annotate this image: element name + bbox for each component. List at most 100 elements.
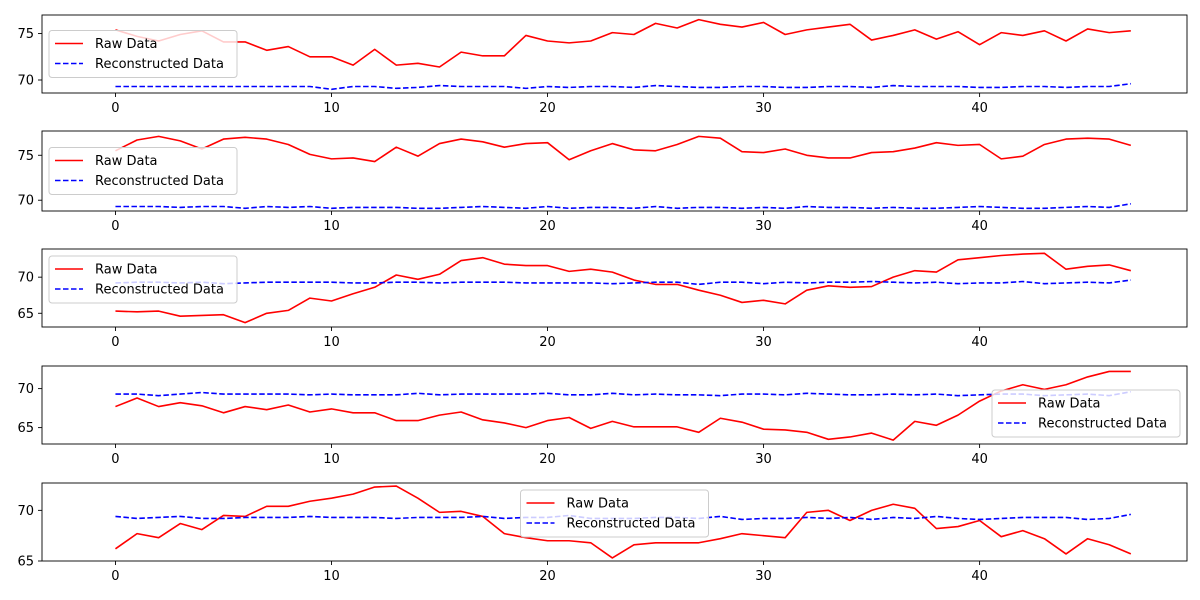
series-line-reconstructed-data — [115, 82, 1131, 91]
data-point — [309, 281, 311, 283]
data-point — [568, 87, 570, 89]
data-point — [612, 207, 614, 209]
legend: Raw Data Reconstructed Data — [48, 147, 238, 195]
data-point — [957, 207, 959, 209]
data-point — [763, 152, 765, 154]
data-point — [287, 404, 289, 406]
data-point — [806, 29, 808, 31]
data-point — [287, 86, 289, 88]
data-point — [439, 66, 441, 68]
data-point — [504, 533, 506, 535]
data-point — [568, 271, 570, 273]
data-point — [1130, 270, 1132, 272]
data-point — [482, 257, 484, 259]
x-tick-label: 40 — [971, 335, 988, 350]
data-point — [979, 394, 981, 396]
data-point — [460, 138, 462, 140]
data-point — [309, 297, 311, 299]
data-point — [698, 542, 700, 544]
data-point — [633, 426, 635, 428]
data-point — [590, 268, 592, 270]
data-point — [698, 284, 700, 286]
data-point — [849, 157, 851, 159]
data-point — [417, 281, 419, 283]
data-point — [460, 51, 462, 53]
data-point — [957, 395, 959, 397]
legend: Raw Data Reconstructed Data — [48, 255, 238, 304]
series-line-raw-data — [115, 252, 1132, 324]
x-tick-label: 20 — [539, 219, 556, 234]
data-point — [396, 146, 398, 148]
data-point — [1022, 86, 1024, 88]
data-point — [417, 155, 419, 157]
data-point — [287, 46, 289, 48]
axes-frame — [41, 365, 1188, 445]
data-point — [547, 86, 549, 88]
data-point — [1130, 145, 1132, 147]
data-point — [720, 281, 722, 283]
data-point — [115, 516, 117, 518]
legend-box — [520, 489, 709, 538]
data-point — [158, 136, 160, 138]
data-point — [784, 303, 786, 305]
data-point — [914, 518, 916, 520]
data-point — [914, 208, 916, 210]
data-point — [1130, 30, 1132, 32]
data-point — [179, 207, 181, 209]
data-point — [1087, 519, 1089, 521]
data-point — [1108, 518, 1110, 520]
data-point — [309, 516, 311, 518]
data-point — [1044, 283, 1046, 285]
data-point — [979, 87, 981, 89]
y-tick-label: 65 — [17, 307, 34, 322]
data-point — [892, 281, 894, 283]
data-point — [374, 412, 376, 414]
series-line-raw-data — [115, 135, 1132, 163]
data-point — [309, 394, 311, 396]
data-point — [374, 282, 376, 284]
data-point — [612, 143, 614, 145]
data-point — [179, 402, 181, 404]
data-point — [396, 64, 398, 66]
data-point — [784, 394, 786, 396]
data-point — [504, 281, 506, 283]
data-point — [179, 140, 181, 142]
data-point — [223, 138, 225, 140]
data-point — [179, 516, 181, 518]
data-point — [763, 283, 765, 285]
data-point — [1065, 40, 1067, 42]
data-point — [482, 55, 484, 57]
data-point — [936, 86, 938, 88]
data-point — [720, 417, 722, 419]
data-point — [1108, 544, 1110, 546]
data-point — [244, 86, 246, 88]
data-point — [784, 518, 786, 520]
data-point — [1000, 536, 1002, 538]
legend-box — [48, 30, 238, 78]
data-point — [720, 395, 722, 397]
data-point — [504, 207, 506, 209]
data-point — [828, 26, 830, 28]
data-point — [1065, 282, 1067, 284]
data-point — [871, 286, 873, 288]
data-point — [244, 208, 246, 210]
data-point — [892, 207, 894, 209]
x-tick-label: 30 — [755, 219, 772, 234]
data-point — [525, 88, 527, 90]
data-point — [352, 517, 354, 519]
data-point — [1130, 83, 1132, 85]
data-point — [957, 86, 959, 88]
data-point — [979, 206, 981, 208]
data-point — [439, 282, 441, 284]
data-point — [244, 406, 246, 408]
data-point — [676, 144, 678, 146]
data-point — [201, 392, 203, 394]
axes-frame — [41, 130, 1188, 212]
data-point — [936, 271, 938, 273]
data-point — [396, 207, 398, 209]
data-point — [547, 540, 549, 542]
data-point — [1044, 30, 1046, 32]
data-point — [828, 439, 830, 441]
legend-label: Reconstructed Data — [95, 283, 224, 298]
data-point — [201, 206, 203, 208]
